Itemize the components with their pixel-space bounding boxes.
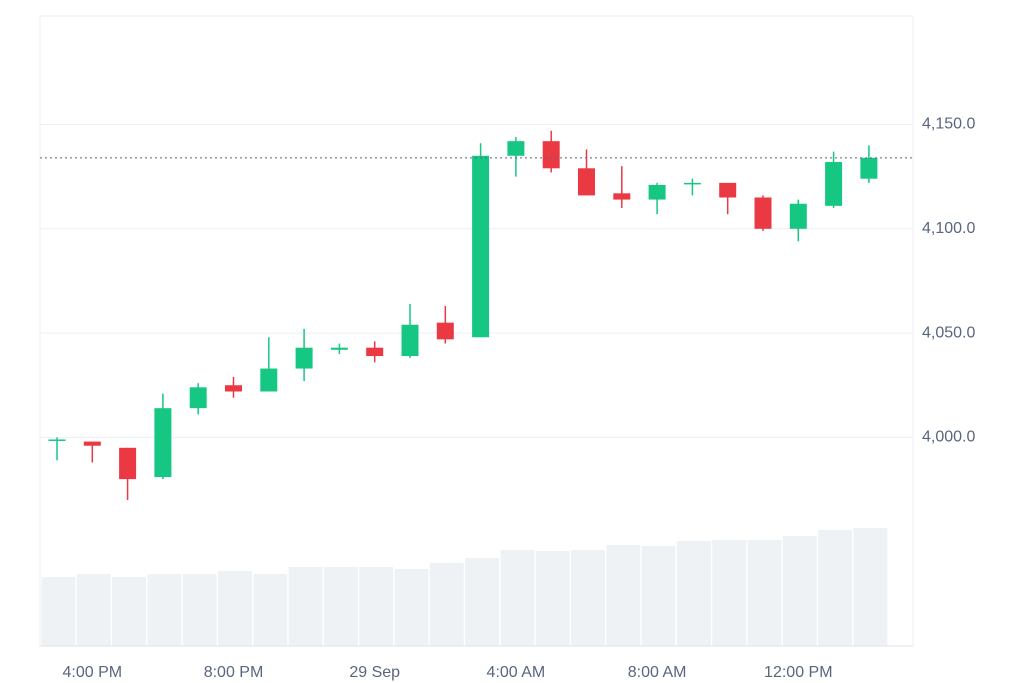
candle-body (295, 347, 313, 369)
x-tick-label: 12:00 PM (764, 664, 832, 681)
volume-bar (500, 550, 535, 646)
candle-body (366, 347, 384, 357)
candle-body (48, 439, 66, 441)
x-tick-label: 8:00 AM (628, 664, 687, 681)
volume-bar (323, 567, 358, 646)
candle-body (401, 324, 419, 357)
volume-bar (712, 540, 747, 646)
y-tick-label: 4,000.0 (922, 429, 975, 446)
volume-bar (359, 567, 394, 646)
y-tick-label: 4,150.0 (922, 116, 975, 133)
volume-bar (218, 571, 252, 646)
volume-bar (571, 550, 605, 646)
volume-bar (112, 577, 147, 646)
candle-body (825, 162, 843, 206)
x-tick-label: 29 Sep (349, 664, 400, 681)
volume-bar (465, 558, 500, 646)
candle-body (542, 141, 560, 169)
volume-bar (288, 567, 323, 646)
volume-bar (182, 574, 217, 646)
volume-bar (641, 546, 676, 646)
volume-bar (429, 563, 464, 646)
candle-body (189, 387, 207, 409)
candle-body (719, 182, 737, 198)
candle-body (754, 197, 772, 229)
x-tick-label: 4:00 AM (487, 664, 546, 681)
volume-bar (853, 528, 888, 646)
y-tick-label: 4,100.0 (922, 220, 975, 237)
candle-body (860, 157, 878, 179)
volume-bar (606, 545, 641, 646)
candle-body (613, 193, 631, 200)
volume-bar (818, 530, 853, 646)
y-tick-label: 4,050.0 (922, 324, 975, 341)
volume-bar (41, 577, 76, 646)
candle-body (83, 441, 101, 446)
volume-bar (76, 574, 111, 646)
candle-body (789, 203, 807, 229)
candle-body (683, 182, 701, 185)
candle-body (119, 447, 137, 480)
volume-bar (253, 574, 288, 646)
candle-body (507, 141, 525, 156)
volume-bar (747, 540, 782, 646)
volume-bar (782, 536, 817, 646)
volume-bar (147, 574, 182, 646)
candle-body (648, 184, 666, 200)
candle-body (436, 322, 454, 340)
volume-bar (394, 569, 429, 646)
candle-body (260, 368, 278, 392)
candle-body (472, 155, 490, 338)
candle-body (154, 408, 172, 478)
x-tick-label: 4:00 PM (63, 664, 123, 681)
x-tick-label: 8:00 PM (204, 664, 264, 681)
candle-body (330, 347, 348, 350)
candle-body (225, 385, 242, 392)
volume-bar (676, 541, 711, 646)
candle-body (578, 168, 595, 196)
volume-bar (535, 551, 570, 646)
